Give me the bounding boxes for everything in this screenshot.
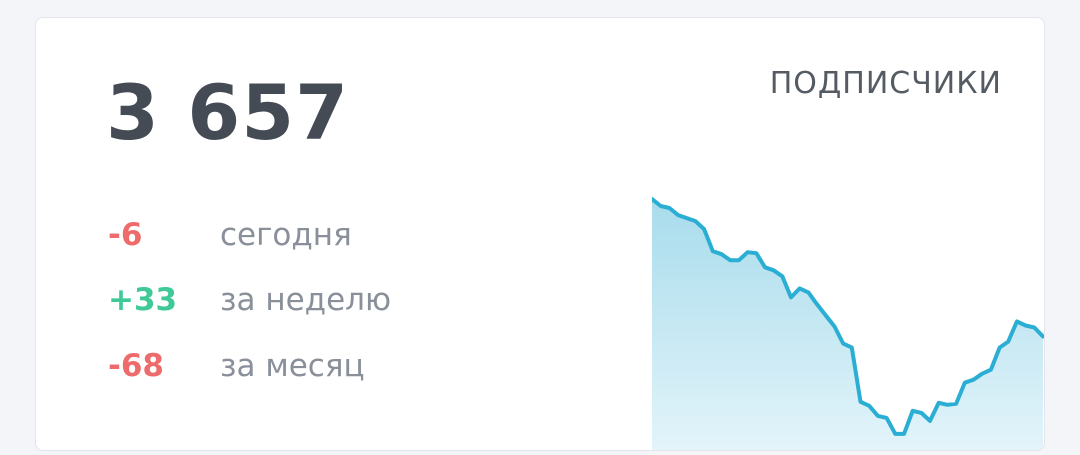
stat-value: +33: [108, 282, 178, 318]
card-title: ПОДПИСЧИКИ: [769, 66, 1002, 101]
stat-value: -6: [108, 217, 143, 253]
stat-label: за месяц: [220, 348, 365, 384]
sparkline-line: [652, 197, 1044, 436]
subscribers-card: 3 657 ПОДПИСЧИКИ -6 сегодня +33 за недел…: [35, 17, 1045, 451]
subscribers-sparkline: [652, 197, 1044, 450]
stat-value: -68: [108, 348, 165, 384]
stat-label: сегодня: [220, 217, 352, 253]
stat-label: за неделю: [220, 282, 392, 318]
subscriber-total: 3 657: [106, 68, 349, 157]
sparkline-area: [652, 199, 1043, 450]
